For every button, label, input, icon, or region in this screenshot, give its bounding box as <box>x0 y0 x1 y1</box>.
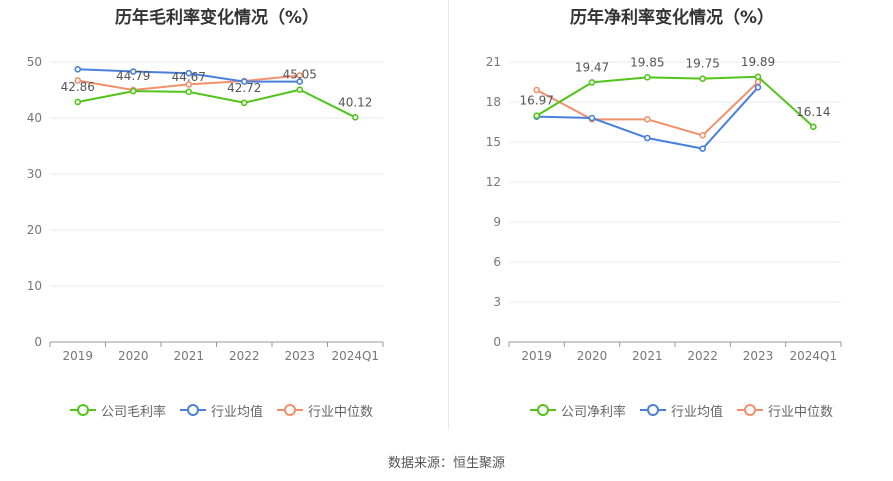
x-tick-label: 2023 <box>743 349 774 363</box>
net-margin-chart: 0 3 6 9 12 15 18 21 2019 2020 2021 2022 2023 2024Q1 16… <box>486 55 842 363</box>
chart-divider <box>448 0 449 430</box>
legend-marker-icon <box>640 403 667 417</box>
y-tick-label: 3 <box>493 295 501 309</box>
data-point <box>754 84 762 91</box>
legend-label: 公司毛利率 <box>101 404 167 420</box>
data-point <box>699 75 706 82</box>
x-tick-label: 2021 <box>173 349 204 363</box>
data-point <box>129 87 137 95</box>
data-point <box>74 77 82 84</box>
x-tick-label: 2022 <box>687 349 718 363</box>
data-point <box>533 112 540 120</box>
chart-title-net-margin: 历年净利率变化情况（%） <box>569 8 775 28</box>
net-margin-legend: 公司净利率 行业均值 行业中位数 <box>530 400 847 420</box>
data-point <box>644 134 651 142</box>
data-point <box>296 72 304 79</box>
x-tick-label: 2021 <box>632 349 663 363</box>
data-source-footer: 数据来源：恒生聚源 <box>387 456 505 471</box>
y-tick-label: 6 <box>493 255 501 269</box>
data-point <box>810 123 817 131</box>
x-tick-label: 2020 <box>118 349 149 363</box>
data-label: 19.75 <box>685 57 719 71</box>
data-point <box>588 114 596 122</box>
legend-marker-icon <box>530 403 556 417</box>
legend-item[interactable]: 公司净利率 <box>530 401 626 420</box>
x-tick-label: 2023 <box>284 349 315 363</box>
data-point <box>74 98 82 106</box>
x-tick-label: 2024Q1 <box>331 349 379 363</box>
legend-label: 行业中位数 <box>308 404 374 420</box>
x-tick-label: 2019 <box>521 349 552 363</box>
legend-item[interactable]: 行业中位数 <box>737 401 833 420</box>
data-point <box>351 114 359 121</box>
legend-item[interactable]: 行业中位数 <box>277 401 373 420</box>
y-tick-label: 30 <box>27 167 42 181</box>
chart-title-gross-margin: 历年毛利率变化情况（%） <box>114 8 320 28</box>
data-point <box>296 78 304 85</box>
y-tick-label: 12 <box>486 175 501 189</box>
y-tick-label: 20 <box>27 223 42 237</box>
x-tick-label: 2020 <box>577 349 608 363</box>
data-point <box>699 145 706 152</box>
x-tick-label: 2022 <box>229 349 260 363</box>
data-point <box>754 73 762 81</box>
data-label: 44.67 <box>172 70 206 84</box>
legend-label: 公司净利率 <box>561 404 627 420</box>
series-line <box>536 75 815 128</box>
data-point <box>185 88 193 96</box>
x-tick-label: 2019 <box>62 349 93 363</box>
data-label: 45.05 <box>283 68 317 82</box>
data-point <box>296 86 304 94</box>
data-label: 42.86 <box>61 80 95 94</box>
data-label: 40.12 <box>338 95 372 109</box>
legend-marker-icon <box>277 403 304 417</box>
data-point <box>185 69 193 77</box>
gross-margin-legend: 公司毛利率 行业均值 行业中位数 <box>70 400 387 420</box>
y-tick-label: 50 <box>27 55 42 69</box>
data-label: 42.72 <box>227 81 261 95</box>
y-tick-label: 15 <box>486 135 501 149</box>
y-tick-label: 9 <box>493 215 501 229</box>
data-label: 16.97 <box>519 94 553 108</box>
data-label: 19.89 <box>741 55 775 69</box>
legend-marker-icon <box>737 403 764 417</box>
y-tick-label: 18 <box>486 95 501 109</box>
data-point <box>754 78 762 86</box>
y-tick-label: 0 <box>493 335 501 349</box>
legend-item[interactable]: 行业均值 <box>180 401 263 420</box>
data-point <box>129 68 137 75</box>
gross-margin-chart: 0 10 20 30 40 50 2019 2020 2021 2022 2023 2024Q1 42.… <box>27 55 384 363</box>
y-tick-label: 10 <box>27 279 42 293</box>
data-label: 16.14 <box>796 105 830 119</box>
data-point <box>74 65 82 73</box>
data-point <box>240 99 248 107</box>
data-point <box>240 78 248 85</box>
data-point <box>644 116 651 123</box>
data-label: 19.47 <box>575 60 609 74</box>
series-line <box>536 81 759 137</box>
y-tick-label: 21 <box>486 55 501 69</box>
legend-marker-icon <box>70 403 96 417</box>
y-tick-label: 0 <box>34 335 42 349</box>
data-label: 44.79 <box>116 69 150 83</box>
y-tick-label: 40 <box>27 111 42 125</box>
data-point <box>644 74 651 81</box>
legend-label: 行业均值 <box>671 404 724 420</box>
legend-marker-icon <box>180 403 207 417</box>
data-point <box>533 86 540 94</box>
data-point <box>185 81 193 88</box>
legend-label: 行业中位数 <box>768 404 834 420</box>
data-point <box>588 79 596 86</box>
data-point <box>699 132 706 139</box>
legend-label: 行业均值 <box>211 404 264 420</box>
data-label: 19.85 <box>630 55 664 69</box>
legend-item[interactable]: 公司毛利率 <box>70 401 166 420</box>
x-tick-label: 2024Q1 <box>790 349 838 363</box>
legend-item[interactable]: 行业均值 <box>640 401 723 420</box>
series-line <box>77 88 356 119</box>
